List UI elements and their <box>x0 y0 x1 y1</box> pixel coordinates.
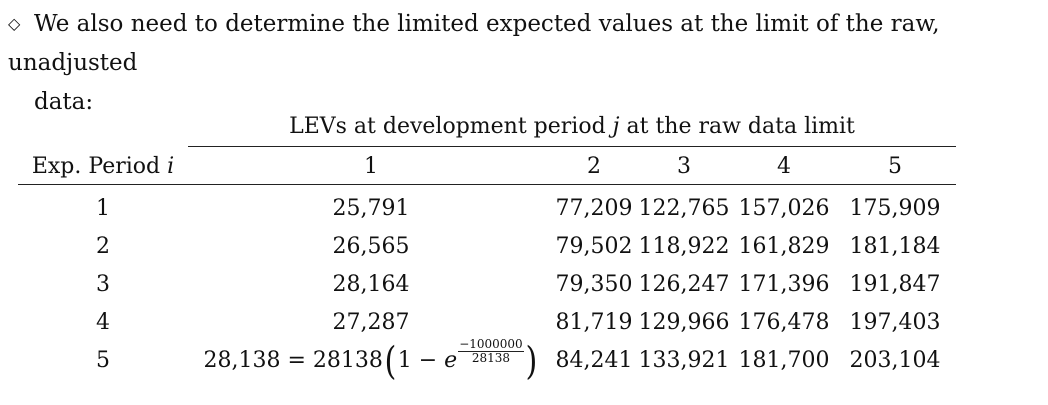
formula-lhs: 28,138 <box>203 348 281 373</box>
value-cell: 26,565 <box>332 234 410 259</box>
column-header-2: 2 <box>587 154 601 179</box>
intro-text-1: We also need to determine the limited ex… <box>8 11 940 76</box>
period-header-text: Exp. Period <box>31 154 161 179</box>
formula-exponent: −1000000 28138 <box>458 336 524 365</box>
group-header-var: j <box>612 114 620 139</box>
value-cell: 25,791 <box>332 196 410 221</box>
formula-equals: = <box>287 348 306 373</box>
value-cell: 122,765 <box>638 196 730 221</box>
group-header-text: LEVs at development period <box>289 114 606 139</box>
left-paren: ( <box>384 339 397 383</box>
formula-base: e <box>444 348 458 373</box>
value-cell: 79,350 <box>555 272 633 297</box>
value-cell: 171,396 <box>738 272 830 297</box>
lev-formula: 28,138 = 28138 (1 − e −1000000 28138) <box>203 337 538 383</box>
period-cell: 2 <box>96 234 110 259</box>
formula-coefficient: 28138 <box>312 348 383 373</box>
value-cell: 175,909 <box>849 196 941 221</box>
value-cell: 157,026 <box>738 196 830 221</box>
period-cell: 4 <box>96 310 110 335</box>
value-cell: 176,478 <box>738 310 830 335</box>
group-header: LEVs at development period j at the raw … <box>188 110 956 144</box>
value-cell: 79,502 <box>555 234 633 259</box>
value-cell: 203,104 <box>849 348 941 373</box>
right-paren: ) <box>525 339 538 383</box>
period-cell: 5 <box>96 348 110 373</box>
value-cell: 133,921 <box>638 348 730 373</box>
value-cell: 129,966 <box>638 310 730 335</box>
value-cell: 77,209 <box>555 196 633 221</box>
column-header-row: Exp. Period i 1 2 3 4 5 <box>18 150 956 184</box>
period-cell: 1 <box>96 196 110 221</box>
value-cell: 197,403 <box>849 310 941 335</box>
formula-minus: − <box>418 348 438 373</box>
value-cell: 84,241 <box>555 348 633 373</box>
diamond-bullet-icon: ◇ <box>8 14 21 33</box>
table-row: 2 26,565 79,502 118,922 161,829 181,184 <box>18 228 956 266</box>
column-header-1: 1 <box>364 154 378 179</box>
column-header-3: 3 <box>677 154 691 179</box>
intro-paragraph: ◇ We also need to determine the limited e… <box>8 4 1038 122</box>
period-header: Exp. Period i <box>18 150 188 184</box>
table-row: 4 27,287 81,719 129,966 176,478 197,403 <box>18 304 956 342</box>
exponent-numerator: −1000000 <box>458 336 524 352</box>
table-row: 1 25,791 77,209 122,765 157,026 175,909 <box>18 190 956 228</box>
group-header-tail: at the raw data limit <box>626 114 855 139</box>
header-rule <box>18 184 956 185</box>
value-cell: 81,719 <box>555 310 633 335</box>
period-header-var: i <box>167 154 175 179</box>
value-cell: 28,164 <box>332 272 410 297</box>
formula-cell: 28,138 = 28138 (1 − e −1000000 28138) <box>188 337 554 383</box>
intro-line-1: ◇ We also need to determine the limited e… <box>8 4 1038 83</box>
column-header-5: 5 <box>888 154 902 179</box>
table-row: 5 28,138 = 28138 (1 − e −1000000 28138) 84… <box>18 337 956 383</box>
column-header-4: 4 <box>777 154 791 179</box>
value-cell: 181,184 <box>849 234 941 259</box>
value-cell: 161,829 <box>738 234 830 259</box>
value-cell: 118,922 <box>638 234 730 259</box>
value-cell: 181,700 <box>738 348 830 373</box>
value-cell: 27,287 <box>332 310 410 335</box>
table-row: 3 28,164 79,350 126,247 171,396 191,847 <box>18 266 956 304</box>
formula-one: 1 <box>397 348 412 373</box>
period-cell: 3 <box>96 272 110 297</box>
group-header-rule <box>188 146 956 147</box>
intro-line-2: data: <box>34 89 94 115</box>
value-cell: 126,247 <box>638 272 730 297</box>
exponent-denominator: 28138 <box>471 350 511 365</box>
value-cell: 191,847 <box>849 272 941 297</box>
